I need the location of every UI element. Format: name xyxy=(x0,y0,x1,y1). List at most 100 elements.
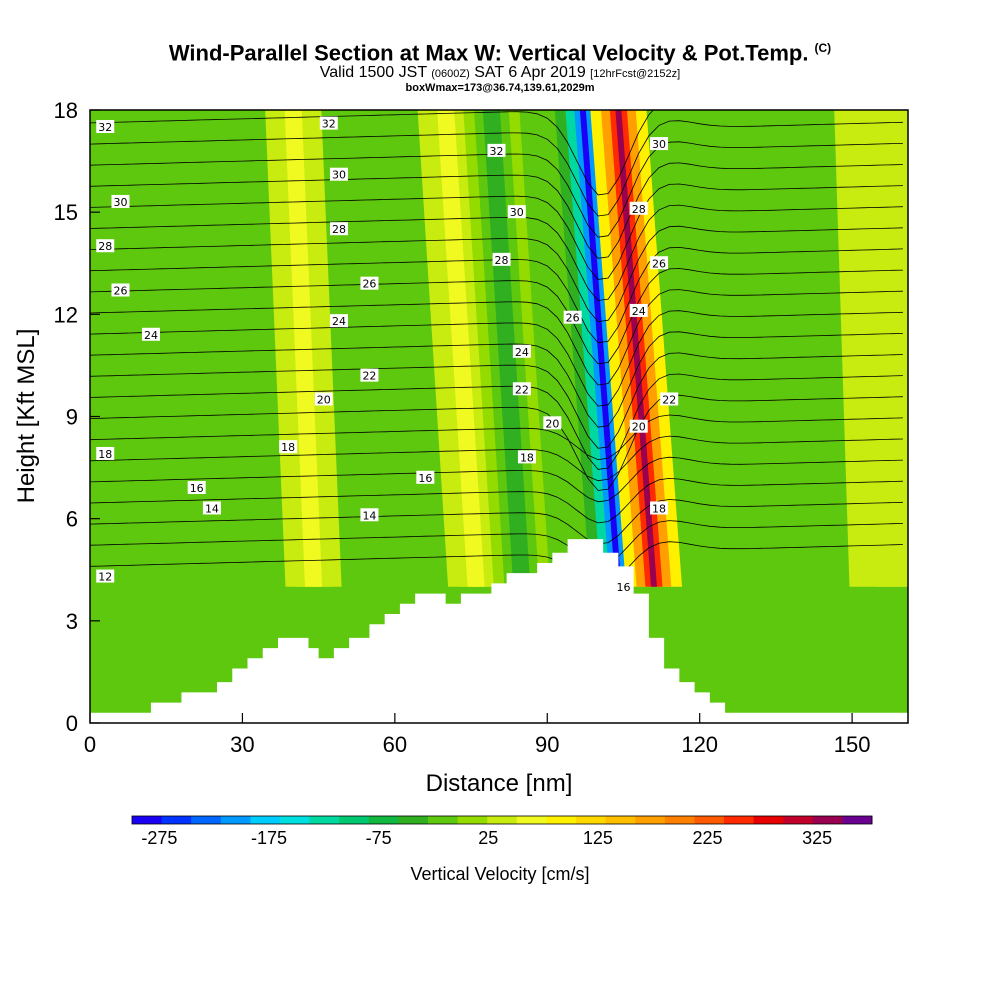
svg-text:26: 26 xyxy=(113,284,127,297)
svg-text:28: 28 xyxy=(332,223,346,236)
theta-label: 26 xyxy=(111,283,130,297)
theta-label: 20 xyxy=(629,419,648,434)
theta-label: 20 xyxy=(314,392,333,406)
theta-label: 28 xyxy=(96,239,115,253)
forecast-info: [12hrFcst@2152z] xyxy=(590,68,681,81)
theta-label: 22 xyxy=(512,382,531,396)
theta-contour xyxy=(90,520,903,566)
svg-text:26: 26 xyxy=(652,257,666,270)
svg-text:18: 18 xyxy=(652,502,666,515)
svg-text:20: 20 xyxy=(317,393,331,406)
colorbar-swatch xyxy=(664,816,695,824)
colorbar-swatch xyxy=(161,816,192,824)
theta-contour xyxy=(90,541,903,587)
colorbar-swatch xyxy=(783,816,814,824)
svg-text:20: 20 xyxy=(632,421,646,434)
theta-contour xyxy=(90,435,903,482)
theta-contour xyxy=(90,331,903,428)
potential-temperature-contours xyxy=(90,110,903,587)
theta-contour xyxy=(90,120,903,217)
colorbar-tick-label: 25 xyxy=(478,828,498,848)
x-axis-label: Distance [nm] xyxy=(426,770,573,797)
svg-text:20: 20 xyxy=(545,417,559,430)
theta-label: 30 xyxy=(329,167,348,182)
w-band xyxy=(488,110,525,587)
theta-label: 28 xyxy=(492,252,511,267)
colorbar: -275 -175 -75 25 125 225 325 xyxy=(131,815,873,848)
colorbar-swatch xyxy=(753,816,784,824)
svg-text:30: 30 xyxy=(113,196,127,209)
copyright-tag: (C) xyxy=(814,41,832,55)
svg-text:22: 22 xyxy=(362,370,376,383)
theta-label: 32 xyxy=(487,143,506,158)
theta-label: 18 xyxy=(96,446,115,461)
y-tick-label: 9 xyxy=(66,405,78,430)
theta-label: 18 xyxy=(650,501,669,515)
y-tick-label: 0 xyxy=(66,711,78,736)
theta-contour xyxy=(90,183,903,280)
colorbar-swatch xyxy=(220,816,251,824)
svg-text:32: 32 xyxy=(322,118,336,131)
colorbar-swatch xyxy=(546,816,577,824)
colorbar-swatch xyxy=(309,816,340,824)
theta-label: 24 xyxy=(512,344,531,359)
vertical-velocity-field xyxy=(265,110,908,587)
x-tick-label: 60 xyxy=(383,732,407,757)
svg-text:18: 18 xyxy=(281,441,295,454)
chart-subtitle: Valid 1500 JST (0600Z) SAT 6 Apr 2019 [1… xyxy=(0,65,1000,82)
colorbar-swatch xyxy=(635,816,666,824)
x-axis: 0 30 60 90 120 150 xyxy=(84,713,870,757)
y-tick-label: 15 xyxy=(54,200,78,225)
svg-text:24: 24 xyxy=(144,329,158,342)
colorbar-label: Vertical Velocity [cm/s] xyxy=(410,864,589,884)
colorbar-swatch xyxy=(694,816,725,824)
theta-label: 30 xyxy=(507,205,526,219)
theta-contour xyxy=(90,268,903,365)
w-band xyxy=(290,110,317,587)
y-tick-label: 6 xyxy=(66,507,78,532)
theta-label: 16 xyxy=(187,481,206,495)
svg-text:28: 28 xyxy=(98,240,112,253)
theta-label: 20 xyxy=(543,416,562,430)
theta-contour xyxy=(90,456,903,503)
chart-subtitle-box: boxWmax=173@36.74,139.61,2029m xyxy=(405,82,595,95)
svg-text:16: 16 xyxy=(616,581,630,594)
y-tick-label: 3 xyxy=(66,609,78,634)
chart-title-text: Wind-Parallel Section at Max W: Vertical… xyxy=(168,40,809,66)
colorbar-swatch xyxy=(605,816,636,824)
potential-temperature-labels: 3230282624181614123230282624222018141632… xyxy=(96,116,679,594)
svg-text:18: 18 xyxy=(98,448,112,461)
colorbar-swatch xyxy=(457,816,488,824)
theta-label: 30 xyxy=(650,137,669,151)
theta-label: 22 xyxy=(360,368,379,383)
theta-label: 32 xyxy=(96,120,115,134)
colorbar-tick-label: -275 xyxy=(141,828,177,848)
svg-text:32: 32 xyxy=(98,121,112,134)
colorbar-swatch xyxy=(280,816,311,824)
theta-label: 16 xyxy=(416,470,435,485)
colorbar-swatch xyxy=(724,816,755,824)
colorbar-tick-label: 225 xyxy=(693,828,723,848)
w-band xyxy=(869,110,908,587)
y-axis-label: Height [Kft MSL] xyxy=(13,329,40,504)
theta-contour xyxy=(90,110,655,196)
svg-text:16: 16 xyxy=(190,482,204,495)
svg-text:12: 12 xyxy=(98,571,112,584)
w-band xyxy=(579,110,622,587)
theta-label: 26 xyxy=(650,256,669,270)
svg-text:22: 22 xyxy=(662,393,676,406)
x-tick-label: 30 xyxy=(230,732,254,757)
w-band xyxy=(442,110,480,587)
svg-text:28: 28 xyxy=(632,203,646,216)
svg-text:26: 26 xyxy=(362,278,376,291)
svg-text:30: 30 xyxy=(332,169,346,182)
colorbar-tick-label: 325 xyxy=(802,828,832,848)
theta-label: 18 xyxy=(517,450,536,464)
theta-contour xyxy=(90,477,903,524)
colorbar-swatch xyxy=(516,816,547,824)
svg-text:14: 14 xyxy=(362,509,376,522)
x-tick-label: 120 xyxy=(681,732,718,757)
svg-text:24: 24 xyxy=(332,315,346,328)
colorbar-swatch xyxy=(812,816,843,824)
chart-title-block: Wind-Parallel Section at Max W: Vertical… xyxy=(0,36,1000,95)
